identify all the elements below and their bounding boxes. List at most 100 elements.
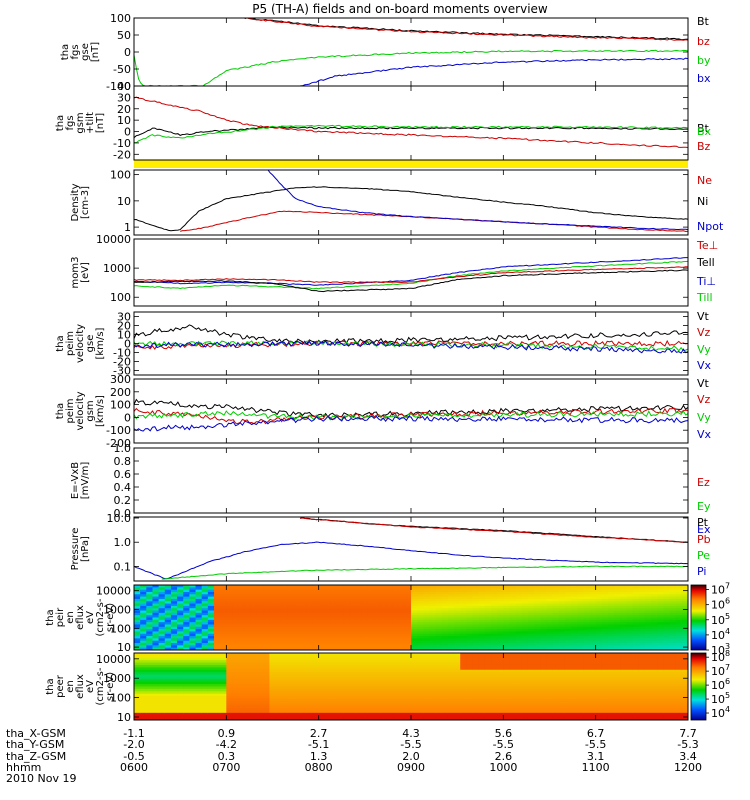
series-fgs_gsm-Bz [134,96,688,148]
y-tick-label: 1000 [103,262,131,275]
y-tick-label: -100 [106,424,131,437]
legend-temperature-0: Tell [696,256,715,269]
y-tick-label: 0 [124,411,131,424]
y-tick-label: -20 [113,148,131,161]
y-axis-label: fgs [70,44,81,59]
panel-efield: Ez Ey Ex 1.00.80.60.40.20.0 E=-VxB [mV/m] [70,442,711,536]
series-pressure-Pe [161,565,688,580]
series-density-Ni [134,186,688,232]
y-tick-label: 1.0 [114,442,132,455]
legend-pressure-0: Pt [697,516,709,529]
legend-velocity_gse-1: Vz [697,326,711,339]
series-temperature-Tell [134,269,688,293]
y-axis-label: [mV/m] [80,462,91,500]
legend-density-0: Ne [697,174,712,187]
ephemeris-row-label: hhmm [6,761,41,774]
series-fgs_gse-bx [300,57,688,86]
y-tick-label: 0.1 [114,560,132,573]
panel-density: Ne Ni Npot Te⊥ 100 10 1 Density [cm-3] [70,169,724,252]
ephemeris-value: 2.6 [495,750,513,763]
ephemeris-row-label: tha_X-GSM [6,727,66,740]
y-tick-label: 10.0 [107,512,132,525]
spectrogram-ion_efs [134,585,688,650]
date-label: 2010 Nov 19 [6,772,76,785]
legend-fgs_gse-1: bz [697,35,710,48]
y-tick-label: -10 [113,347,131,360]
y-tick-label: 20 [117,103,131,116]
y-axis-label: en [65,611,76,624]
ephemeris-value: 0900 [397,761,425,774]
ephemeris-row-label: tha_Z-GSM [6,750,66,763]
ephemeris-value: -5.5 [400,738,421,751]
y-axis-label: eV [85,611,96,624]
legend-density-3: Te⊥ [696,239,718,252]
y-tick-label: 100 [110,622,131,635]
y-axis-label: [cm-3] [80,186,91,219]
ephemeris-value: 1000 [489,761,517,774]
ephemeris-row-label: tha_Y-GSM [6,738,64,751]
legend-fgs_gsm-2: Bz [697,140,711,153]
legend-efield-2: Ex [697,523,711,536]
y-axis-label: Pressure [70,528,81,571]
panel-temperature: Tell Ti⊥ Till 10000 1000 100 mom3 [eV] [70,233,716,307]
legend-fgs_gsm-0: Bt [697,122,710,135]
ephemeris-value: 5.6 [495,727,513,740]
figure-title: P5 (TH-A) fields and on-board moments ov… [252,2,548,16]
legend-pressure-1: Pb [697,533,711,546]
y-axis-label: gse [80,43,91,61]
y-axis-label: sr-eV) [105,672,116,701]
y-tick-label: 10 [117,195,131,208]
series-velocity_gse-Vx [134,340,688,354]
data-flag-bar [134,160,688,168]
y-axis-label: tha [45,609,56,625]
ephemeris-value: -5.5 [585,738,606,751]
ephemeris-value: -5.5 [493,738,514,751]
series-velocity_gsm-Vx [134,415,688,432]
y-axis-label: eflux [75,674,86,699]
y-tick-label: 50 [117,29,131,42]
y-tick-label: 0.0 [114,507,132,520]
y-axis-label: [nT] [95,113,106,133]
y-tick-label: -200 [106,437,131,450]
legend-velocity_gse-3: Vx [697,359,712,372]
y-tick-label: 300 [110,373,131,386]
legend-velocity_gse-2: Vy [697,343,711,356]
y-tick-label: 40 [117,80,131,93]
ephemeris-value: 0.3 [218,750,236,763]
series-temperature-Ti⊥ [134,257,688,286]
y-tick-label: 1000 [103,603,131,616]
legend-fgs_gse-2: by [697,54,711,67]
series-temperature-Te⊥ [134,266,688,284]
y-tick-label: 10 [117,329,131,342]
series-velocity_gse-Vz [134,339,688,351]
legend-velocity_gse-0: Vt [697,310,710,323]
y-axis-label: peim [65,331,76,356]
legend-pressure-2: Pe [697,549,710,562]
y-axis-label: peer [55,674,66,698]
ephemeris-value: -5.3 [677,738,698,751]
y-axis-label: tha [55,115,66,131]
series-density-Npot [267,170,688,231]
ephemeris-value: 0800 [305,761,333,774]
series-pressure-Pb [300,517,688,543]
y-tick-label: 100 [110,12,131,25]
y-tick-label: 200 [110,386,131,399]
y-axis-label: (cm2-s- [95,598,106,636]
y-axis-label: eV [85,680,96,693]
y-tick-label: 10 [117,641,131,654]
ephemeris-value: 6.7 [587,727,605,740]
y-axis-label: gsm [85,400,96,421]
y-tick-label: 0 [124,126,131,139]
y-tick-label: -50 [113,63,131,76]
ephemeris-value: -4.2 [216,738,237,751]
y-axis-label: tha [55,403,66,419]
series-temperature-Till [134,260,688,290]
ephemeris-value: 0600 [120,761,148,774]
y-tick-label: 0 [124,338,131,351]
y-tick-label: 100 [110,169,131,182]
y-tick-label: 1.0 [114,536,132,549]
legend-fgs_gsm-1: Bx [697,125,712,138]
